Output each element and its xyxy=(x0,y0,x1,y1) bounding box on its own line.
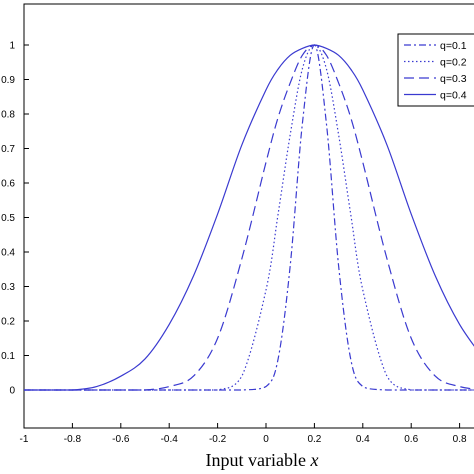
legend-label: q=0.3 xyxy=(440,73,467,85)
legend: q=0.1 q=0.2 q=0.3 q=0.4 xyxy=(397,33,474,107)
y-tick-label: 0 xyxy=(9,386,15,397)
x-tick-label: -0.6 xyxy=(112,434,130,445)
plot-frame xyxy=(23,3,474,429)
x-axis-label-var: x xyxy=(309,450,318,470)
y-tick-label: 0.9 xyxy=(1,75,15,86)
y-axis: 0 0.1 0.2 0.3 0.4 0.5 0.6 0.7 0.8 0.9 1 xyxy=(1,41,29,397)
y-tick-label: 1 xyxy=(9,41,15,52)
series-layer xyxy=(24,44,474,391)
series-line-q-0-3 xyxy=(24,44,474,391)
y-tick-label: 0.4 xyxy=(1,248,15,259)
legend-label: q=0.4 xyxy=(440,90,467,102)
x-tick-label: -1 xyxy=(20,434,29,445)
y-tick-label: 0.5 xyxy=(1,213,15,224)
x-axis-label-text: Input variable xyxy=(206,450,306,470)
legend-label: q=0.2 xyxy=(440,57,467,69)
x-tick-label: 0 xyxy=(263,434,269,445)
x-tick-label: 0.4 xyxy=(356,434,370,445)
x-tick-label: -0.2 xyxy=(209,434,227,445)
x-tick-label: 0.6 xyxy=(404,434,418,445)
y-tick-label: 0.1 xyxy=(1,351,15,362)
y-tick-label: 0.2 xyxy=(1,317,15,328)
y-tick-label: 0.6 xyxy=(1,179,15,190)
x-axis-label: Input variable x xyxy=(206,450,319,470)
plot-border xyxy=(23,3,474,429)
y-tick-label: 0.8 xyxy=(1,110,15,121)
x-axis: -1 -0.8 -0.6 -0.4 -0.2 0 0.2 0.4 0.6 0.8 xyxy=(20,423,467,445)
y-tick-label: 0.3 xyxy=(1,282,15,293)
x-tick-label: -0.4 xyxy=(161,434,179,445)
y-tick-label: 0.7 xyxy=(1,144,15,155)
legend-label: q=0.1 xyxy=(440,40,467,52)
x-tick-label: -0.8 xyxy=(64,434,82,445)
x-tick-label: 0.2 xyxy=(307,434,321,445)
x-tick-label: 0.8 xyxy=(453,434,467,445)
series-line-q-0-4 xyxy=(24,44,474,391)
